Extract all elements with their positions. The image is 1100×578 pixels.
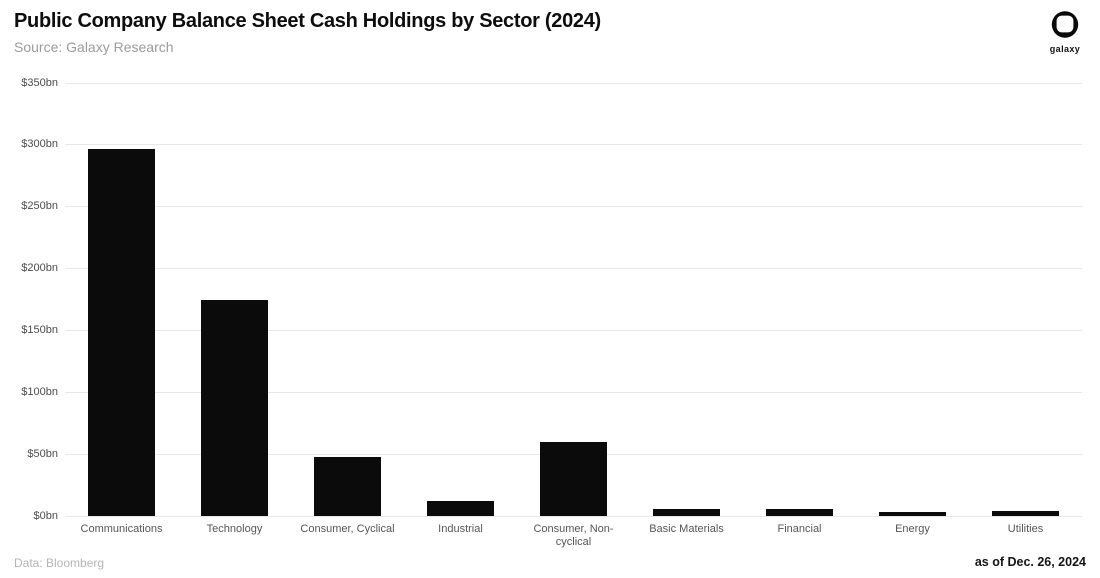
y-tick-label: $300bn xyxy=(21,138,58,151)
x-tick-label: Industrial xyxy=(438,523,483,535)
as-of-date: as of Dec. 26, 2024 xyxy=(974,555,1086,569)
bar xyxy=(879,512,946,516)
chart-subtitle: Source: Galaxy Research xyxy=(14,39,174,55)
bar xyxy=(653,508,720,516)
y-tick-label: $350bn xyxy=(21,76,58,89)
page-title: Public Company Balance Sheet Cash Holdin… xyxy=(14,10,601,32)
galaxy-logo-icon xyxy=(1051,11,1079,38)
x-tick-label: Consumer, Cyclical xyxy=(300,523,395,535)
gridline xyxy=(65,329,1082,331)
x-tick-label: Consumer, Non-cyclical xyxy=(533,523,614,548)
galaxy-logo-text: galaxy xyxy=(1049,44,1081,54)
x-tick-label: Basic Materials xyxy=(649,523,724,535)
bar xyxy=(540,441,607,516)
x-tick-label: Energy xyxy=(895,523,930,535)
y-tick-label: $0bn xyxy=(33,509,58,522)
x-tick-label: Financial xyxy=(777,523,822,535)
x-tick-label: Technology xyxy=(206,523,263,535)
gridline xyxy=(65,206,1082,208)
x-tick-label: Utilities xyxy=(1007,523,1044,535)
galaxy-logo: galaxy xyxy=(1043,11,1087,54)
bar xyxy=(201,299,268,516)
data-source: Data: Bloomberg xyxy=(14,556,105,570)
bar xyxy=(88,148,155,516)
bar xyxy=(766,508,833,516)
gridline xyxy=(65,391,1082,393)
gridline xyxy=(65,268,1082,270)
y-tick-label: $150bn xyxy=(21,323,58,336)
y-tick-label: $50bn xyxy=(27,447,58,460)
bar xyxy=(992,511,1059,516)
x-tick-label: Communications xyxy=(80,523,163,535)
bar xyxy=(314,456,381,516)
gridline xyxy=(65,82,1082,84)
y-tick-label: $100bn xyxy=(21,385,58,398)
y-tick-label: $250bn xyxy=(21,200,58,213)
bar xyxy=(427,501,494,516)
y-tick-label: $200bn xyxy=(21,262,58,275)
gridline xyxy=(65,515,1082,517)
gridline xyxy=(65,144,1082,146)
